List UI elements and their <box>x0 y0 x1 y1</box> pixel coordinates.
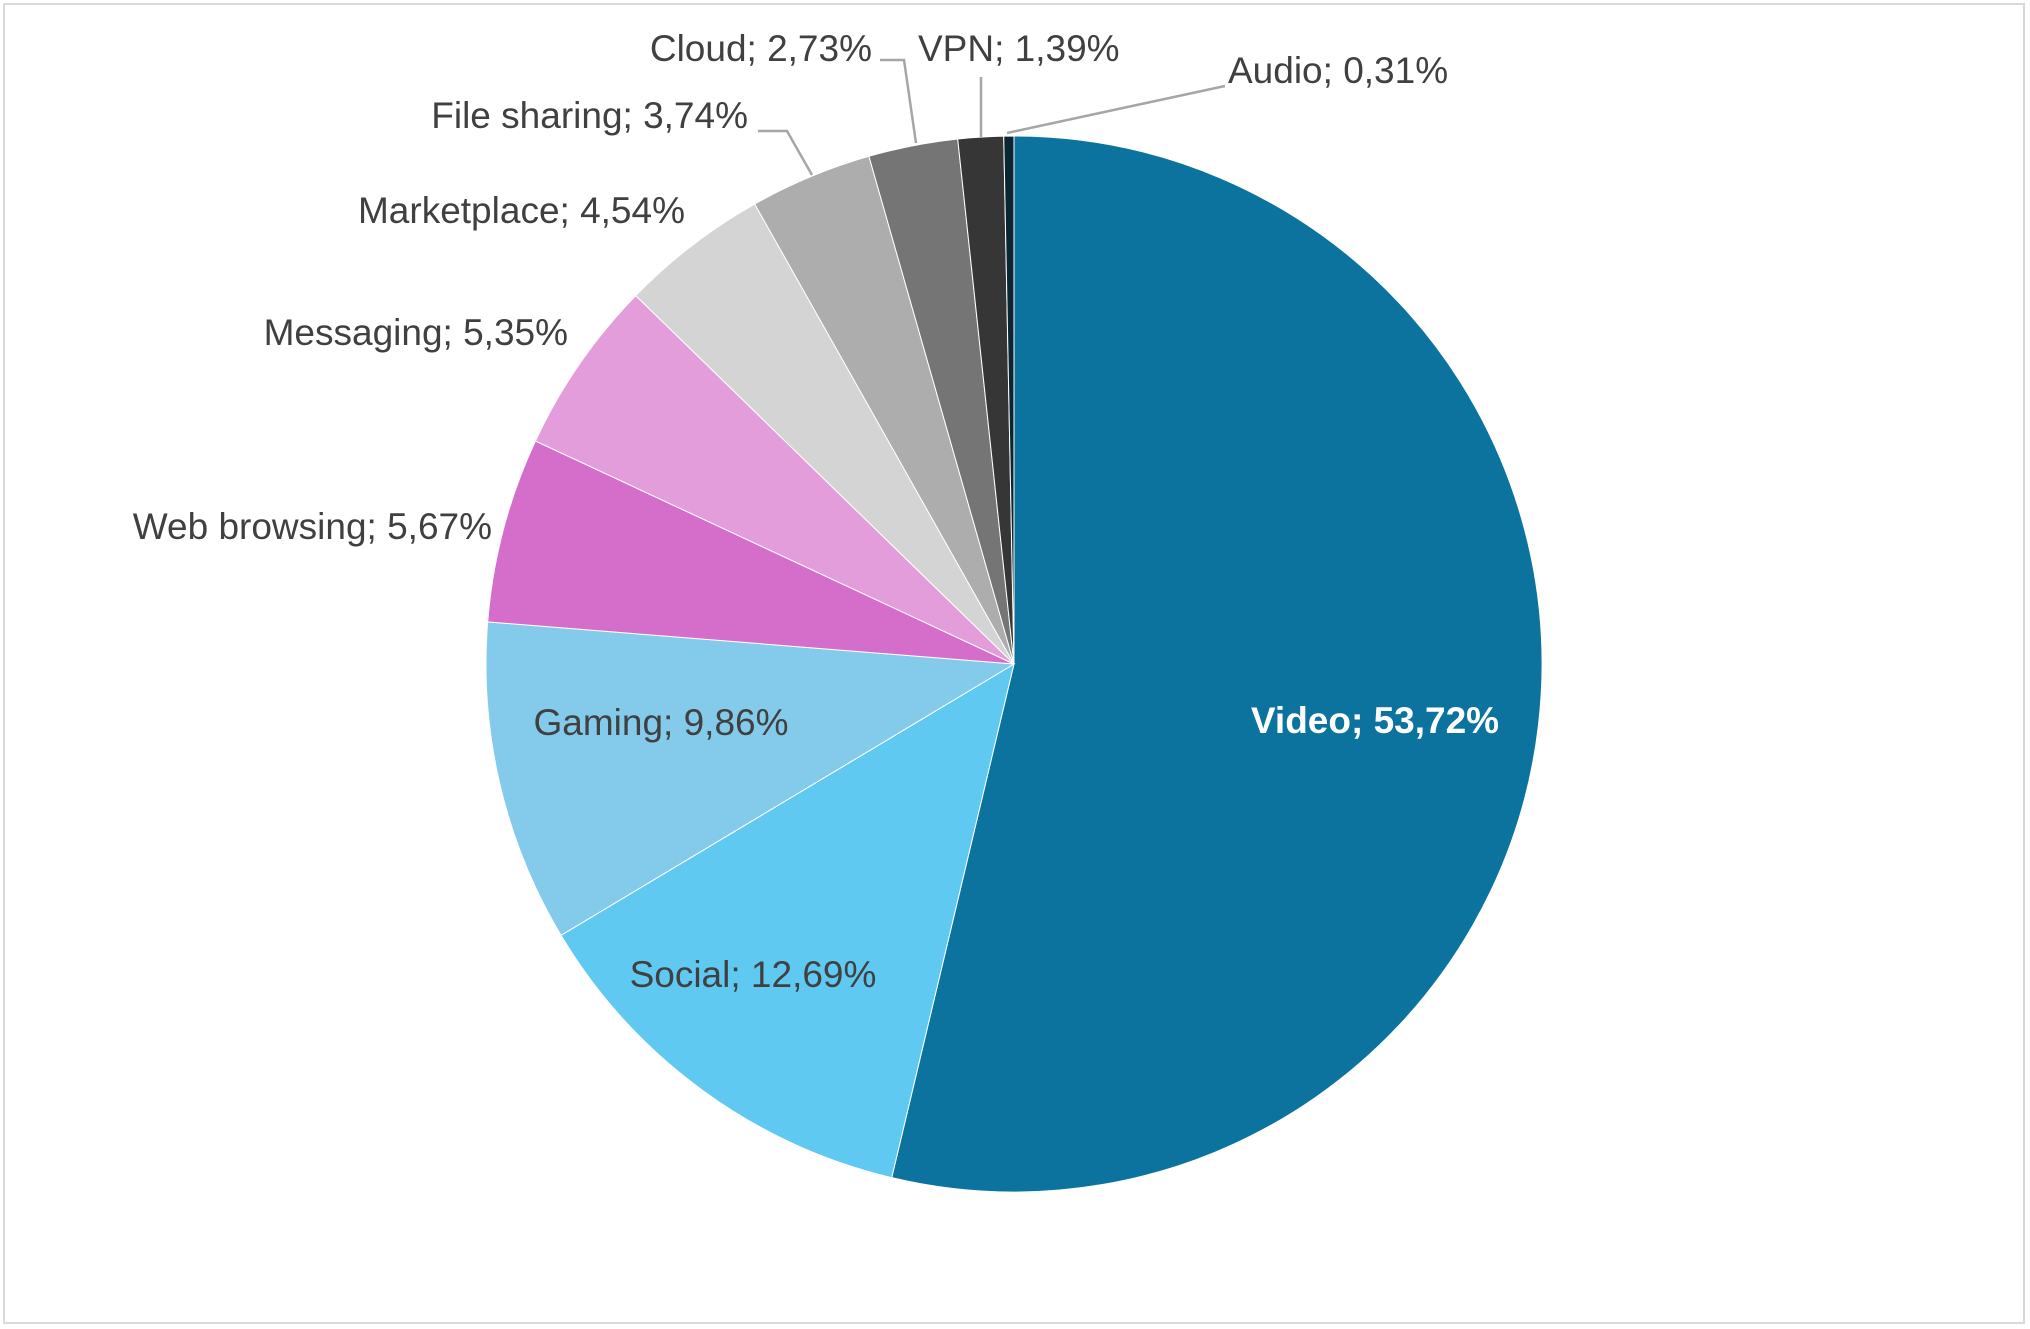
labels-layer: Video; 53,72% Social; 12,69% Gaming; 9,86%… <box>133 28 1499 995</box>
data-label-file-sharing: File sharing; 3,74% <box>431 95 748 136</box>
data-label-marketplace: Marketplace; 4,54% <box>358 190 685 231</box>
data-label-video: Video; 53,72% <box>1251 700 1499 741</box>
pie-slice-social <box>560 662 1015 1179</box>
data-label-web-browsing: Web browsing; 5,67% <box>133 506 492 547</box>
data-label-gaming: Gaming; 9,86% <box>533 702 788 743</box>
data-label-vpn: VPN; 1,39% <box>918 28 1120 69</box>
pie-slice-audio <box>1003 135 1015 665</box>
pie-slice-web-browsing <box>487 440 1015 665</box>
slices-layer <box>485 135 1543 1193</box>
leader-line-file-sharing <box>758 129 814 176</box>
data-label-social: Social; 12,69% <box>630 954 877 995</box>
data-label-messaging: Messaging; 5,35% <box>264 312 568 353</box>
leader-line-audio <box>1006 84 1226 135</box>
leader-line-cloud <box>880 58 918 144</box>
data-label-audio: Audio; 0,31% <box>1228 50 1448 91</box>
pie-slice-video <box>891 135 1543 1193</box>
pie-slice-messaging <box>534 294 1015 665</box>
leader-lines-layer <box>758 58 1226 176</box>
data-label-cloud: Cloud; 2,73% <box>650 28 872 69</box>
pie-slice-gaming <box>485 621 1016 937</box>
